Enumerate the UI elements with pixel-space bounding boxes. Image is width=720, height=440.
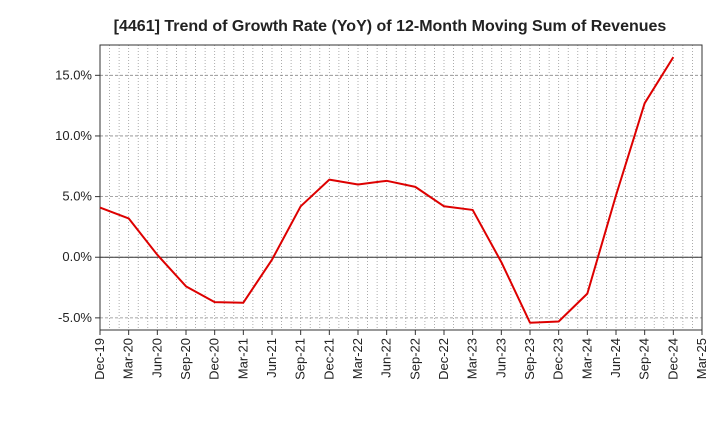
- x-tick-label: Dec-24: [665, 338, 680, 380]
- series-line: [99, 56, 675, 324]
- x-tick-label: Dec-21: [321, 338, 336, 380]
- x-tick-label: Mar-21: [235, 338, 250, 379]
- x-tick-label: Jun-22: [379, 338, 394, 378]
- y-tick-label: 15.0%: [55, 67, 92, 82]
- x-tick-label: Jun-23: [493, 338, 508, 378]
- x-tick-label: Mar-22: [350, 338, 365, 379]
- chart-title: [4461] Trend of Growth Rate (YoY) of 12-…: [114, 18, 667, 35]
- x-tick-label: Sep-20: [178, 338, 193, 380]
- x-tick-label: Dec-22: [436, 338, 451, 380]
- x-tick-label: Mar-20: [121, 338, 136, 379]
- x-tick-label: Sep-22: [407, 338, 422, 380]
- y-tick-label: -5.0%: [58, 310, 92, 325]
- x-tick-label: Dec-23: [551, 338, 566, 380]
- y-axis: -5.0% 0.0% 5.0% 10.0% 15.0%: [55, 67, 100, 325]
- y-tick-label: 0.0%: [62, 249, 92, 264]
- x-tick-label: Mar-23: [465, 338, 480, 379]
- x-tick-label: Jun-24: [608, 338, 623, 378]
- x-tick-label: Sep-21: [293, 338, 308, 380]
- y-tick-label: 5.0%: [62, 189, 92, 204]
- x-tick-label: Dec-20: [207, 338, 222, 380]
- x-tick-label: Sep-23: [522, 338, 537, 380]
- x-tick-label: Jun-21: [264, 338, 279, 378]
- series-layer: [99, 56, 675, 324]
- y-tick-label: 10.0%: [55, 128, 92, 143]
- grid: [100, 45, 702, 330]
- x-tick-label: Dec-19: [92, 338, 107, 380]
- x-tick-label: Sep-24: [637, 338, 652, 380]
- plot-area-border: [99, 44, 703, 331]
- x-tick-label: Mar-25: [694, 338, 709, 379]
- x-axis: Dec-19 Mar-20 Jun-20 Sep-20 Dec-20 Mar-21 Jun-…: [92, 330, 709, 380]
- x-tick-label: Jun-20: [149, 338, 164, 378]
- x-tick-label: Mar-24: [579, 338, 594, 379]
